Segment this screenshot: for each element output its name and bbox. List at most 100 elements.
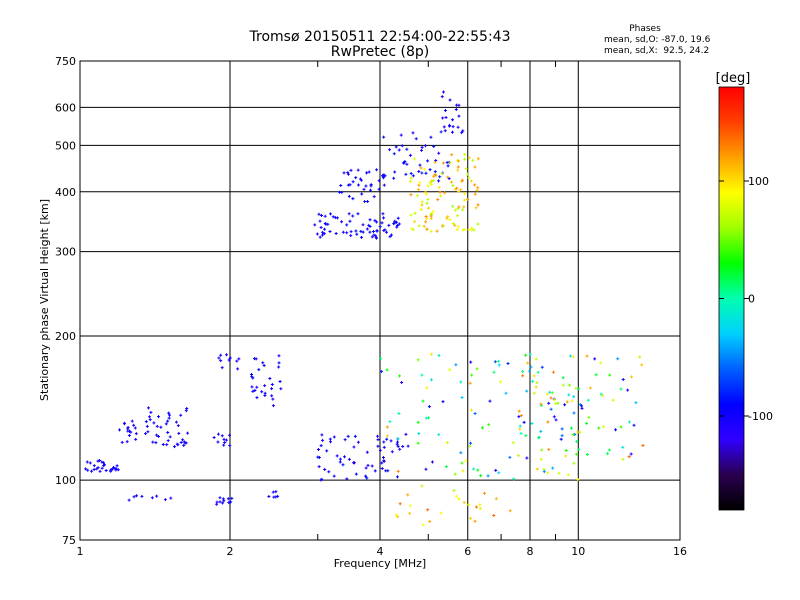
data-point xyxy=(144,432,148,436)
data-point xyxy=(453,472,457,476)
data-point xyxy=(539,457,543,461)
data-point xyxy=(474,505,478,509)
data-point xyxy=(388,148,392,152)
data-point xyxy=(522,420,526,424)
data-point xyxy=(420,171,424,175)
data-point xyxy=(263,384,267,388)
data-point xyxy=(172,445,176,449)
data-point xyxy=(315,232,319,236)
data-point xyxy=(229,500,233,504)
data-point xyxy=(404,172,408,176)
data-point xyxy=(535,381,539,385)
data-point xyxy=(456,225,460,229)
data-point xyxy=(366,463,370,467)
data-point xyxy=(427,405,431,409)
data-point xyxy=(145,424,149,428)
data-point xyxy=(420,148,424,152)
data-point xyxy=(469,179,473,183)
data-point xyxy=(112,465,116,469)
data-point xyxy=(497,363,501,367)
data-point xyxy=(461,208,465,212)
data-point xyxy=(457,497,461,501)
data-point xyxy=(338,190,342,194)
data-point xyxy=(451,184,455,188)
data-point xyxy=(332,435,336,439)
data-point xyxy=(409,172,413,176)
data-point xyxy=(400,380,404,384)
data-point xyxy=(442,224,446,228)
data-point xyxy=(167,416,171,420)
data-point xyxy=(130,419,134,423)
data-point xyxy=(382,135,386,139)
data-point xyxy=(451,118,455,122)
data-point xyxy=(398,374,402,378)
data-point xyxy=(274,490,278,494)
data-point xyxy=(251,389,255,393)
data-point xyxy=(329,440,333,444)
data-point xyxy=(167,411,171,415)
data-point xyxy=(177,431,181,435)
data-point xyxy=(219,353,223,357)
data-point xyxy=(416,420,420,424)
data-point xyxy=(396,223,400,227)
data-point xyxy=(566,473,570,477)
data-point xyxy=(474,206,478,210)
data-point xyxy=(396,437,400,441)
y-tick-label: 300 xyxy=(55,246,76,259)
data-point xyxy=(224,438,228,442)
data-point xyxy=(557,471,561,475)
data-point xyxy=(372,195,376,199)
y-tick-label: 400 xyxy=(55,186,76,199)
data-point xyxy=(335,454,339,458)
data-point xyxy=(321,230,325,234)
data-point xyxy=(452,221,456,225)
data-point xyxy=(219,359,223,363)
data-point xyxy=(638,355,642,359)
data-point xyxy=(154,441,158,445)
data-point xyxy=(567,393,571,397)
data-point xyxy=(473,192,477,196)
data-point xyxy=(457,205,461,209)
data-point xyxy=(125,440,129,444)
data-point xyxy=(420,484,424,488)
y-axis-label: Stationary phase Virtual Height [km] xyxy=(38,199,51,401)
data-point xyxy=(320,233,324,237)
data-point xyxy=(437,353,441,357)
data-point xyxy=(567,383,571,387)
data-point xyxy=(278,379,282,383)
data-point xyxy=(446,175,450,179)
data-point xyxy=(441,161,445,165)
data-point xyxy=(397,411,401,415)
phases-heading: Phases xyxy=(629,24,661,34)
data-point xyxy=(441,116,445,120)
y-tick-label: 500 xyxy=(55,139,76,152)
data-point xyxy=(424,144,428,148)
chart-title: Tromsø 20150511 22:54:00-22:55:43 xyxy=(249,29,511,45)
data-point xyxy=(468,381,472,385)
data-point xyxy=(420,145,424,149)
data-point xyxy=(148,418,152,422)
data-point xyxy=(222,437,226,441)
data-point xyxy=(413,220,417,224)
data-point xyxy=(426,159,430,163)
data-point xyxy=(380,467,384,471)
data-point xyxy=(448,368,452,372)
data-point xyxy=(276,494,280,498)
data-point xyxy=(338,460,342,464)
data-point xyxy=(585,453,589,457)
data-point xyxy=(271,404,275,408)
data-point xyxy=(461,129,465,133)
data-point xyxy=(621,377,625,381)
data-point xyxy=(169,496,173,500)
axis-ticks: 1 2 4 6 8 10 16 75 100 200 300 400 500 600 750 xyxy=(55,55,687,558)
data-point xyxy=(469,360,473,364)
data-point xyxy=(552,415,556,419)
data-point xyxy=(430,212,434,216)
data-point xyxy=(166,439,170,443)
data-point xyxy=(570,399,574,403)
data-point xyxy=(577,447,581,451)
data-point xyxy=(627,420,631,424)
data-point xyxy=(320,214,324,218)
data-point xyxy=(379,370,383,374)
data-point xyxy=(494,497,498,501)
